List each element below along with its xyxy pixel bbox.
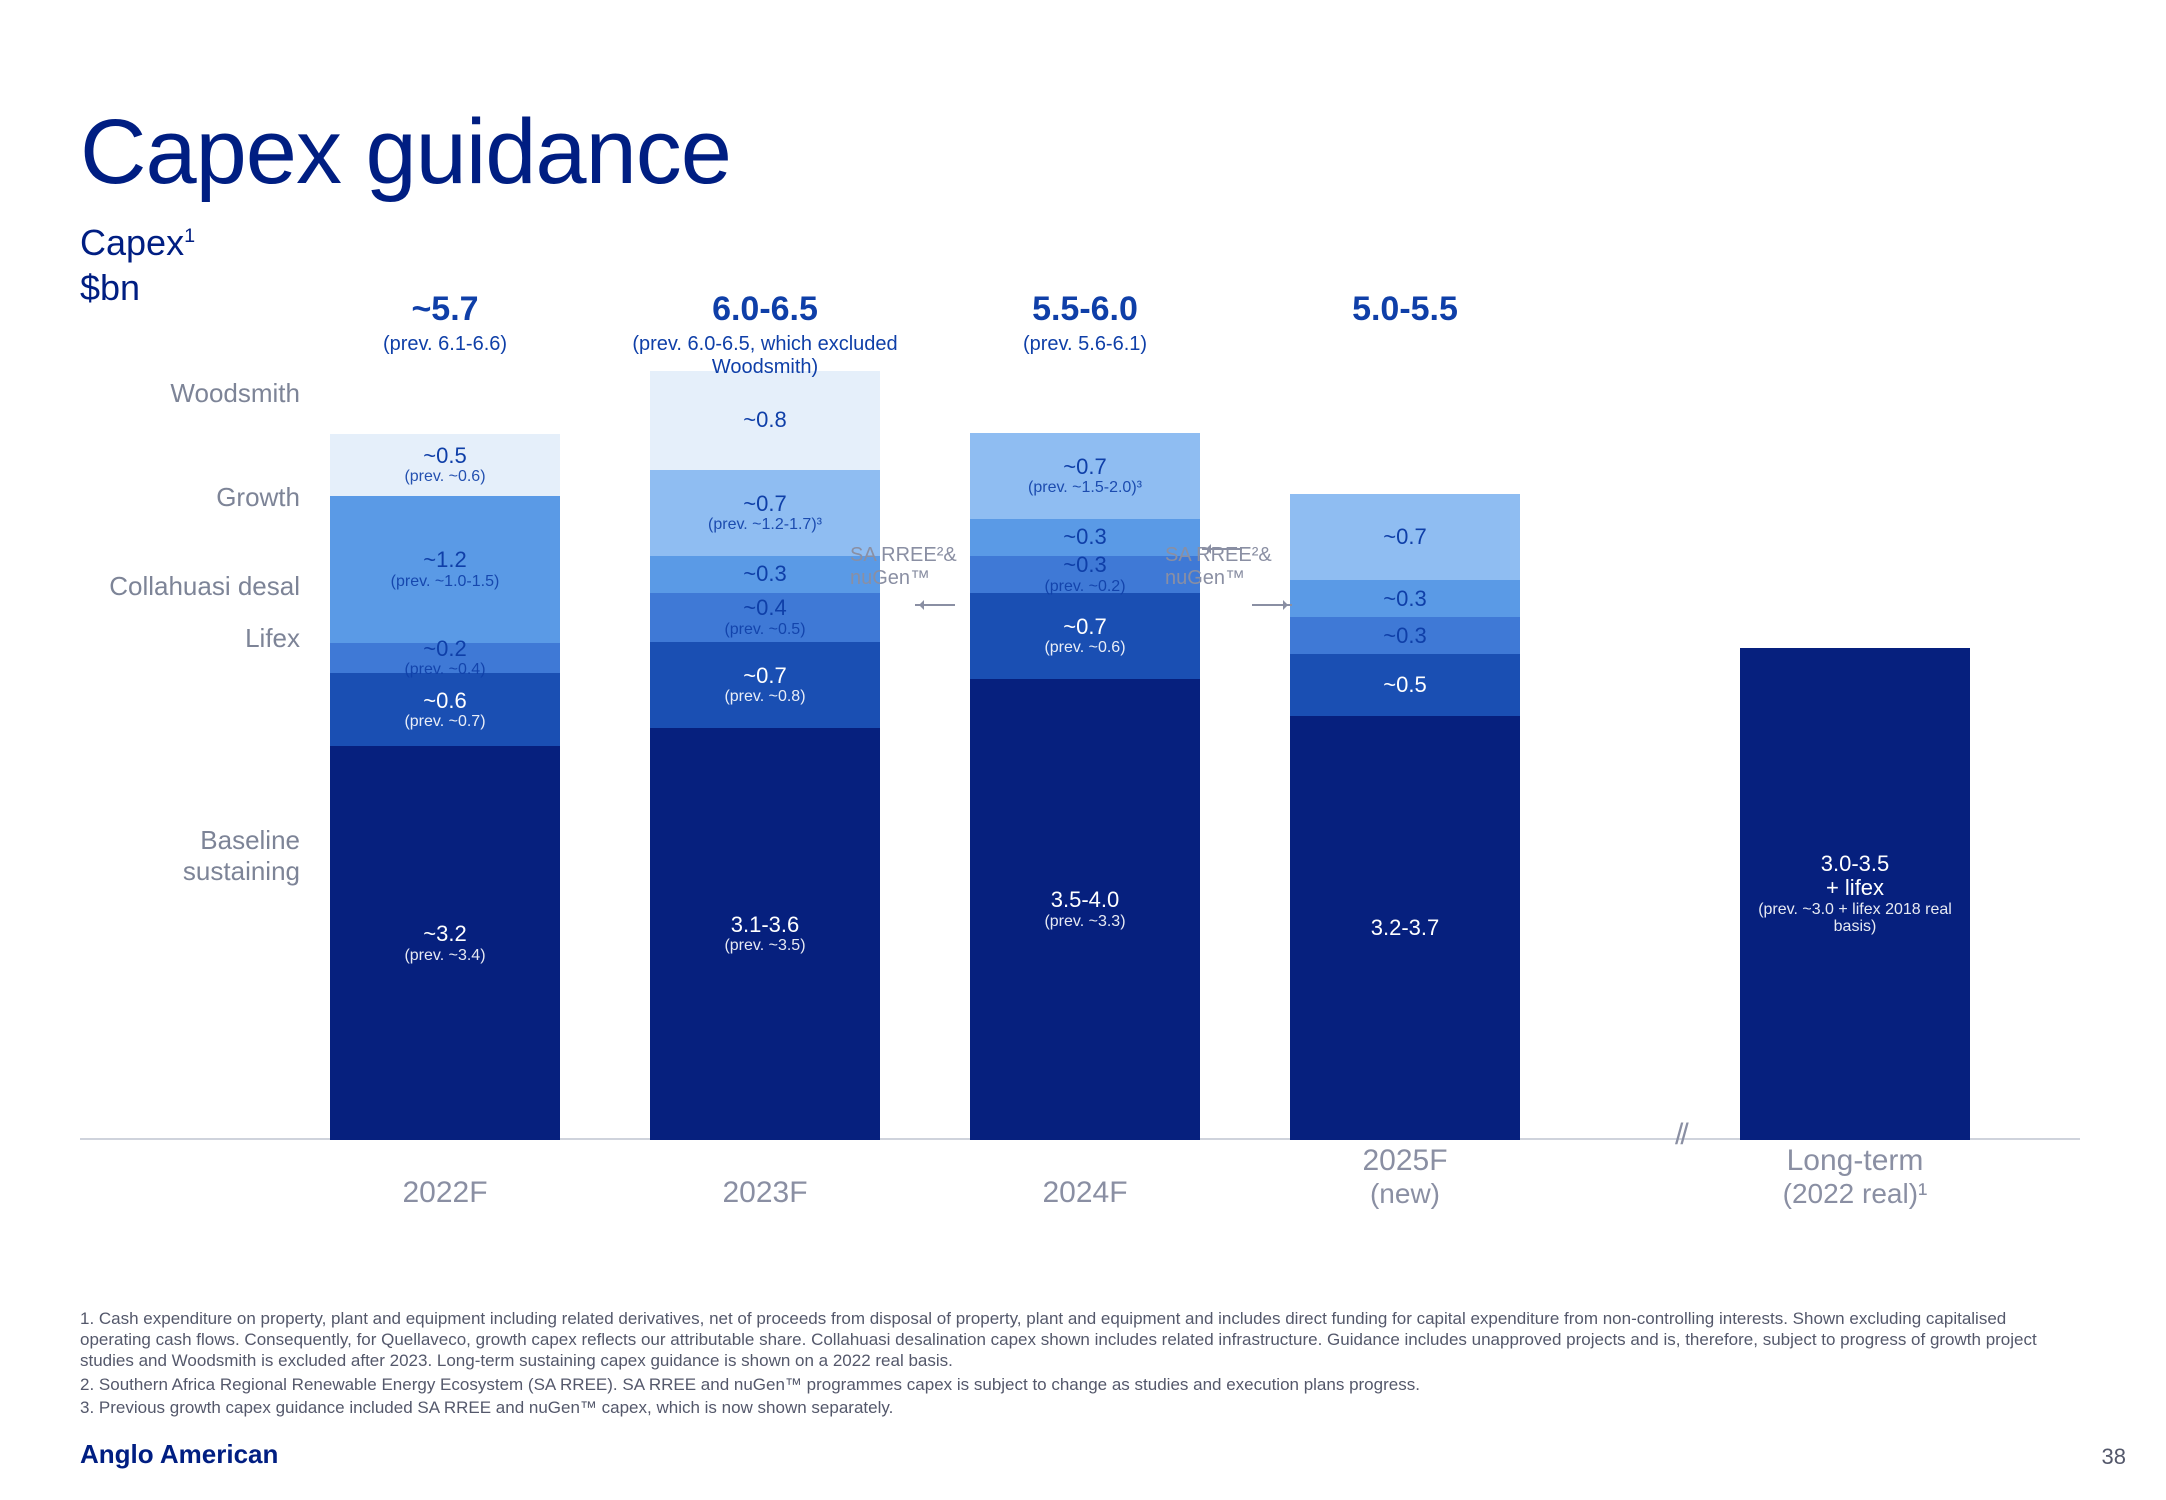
seg-prev: (prev. ~0.6) [1044,639,1125,657]
subtitle-sup: 1 [184,225,195,247]
seg-2025F-2: ~0.3 [1290,617,1520,654]
seg-2025F-1: ~0.5 [1290,654,1520,716]
footnote-2: 2. Southern Africa Regional Renewable En… [80,1374,2080,1395]
seg-prev: (prev. ~0.8) [724,688,805,706]
bar-2023F: 3.1-3.6(prev. ~3.5)~0.7(prev. ~0.8)~0.4(… [650,371,880,1140]
seg-prev: (prev. ~0.6) [404,468,485,486]
page-title: Capex guidance [80,100,731,205]
xlabel-2024F: 2024F [970,1176,1200,1210]
seg-2025F-0: 3.2-3.7 [1290,716,1520,1140]
seg-LT-0: 3.0-3.5 + lifex(prev. ~3.0 + lifex 2018 … [1740,648,1970,1140]
seg-value: ~0.3 [1063,553,1106,577]
seg-prev: (prev. ~1.2-1.7)³ [708,516,822,534]
axis-break-icon: // [1675,1118,1686,1152]
seg-prev: (prev. ~3.4) [404,947,485,965]
xlabel-2025F: 2025F(new) [1290,1144,1520,1210]
annot-sarree-23-24: SA RREE²&nuGen™ [850,544,957,590]
footnote-3: 3. Previous growth capex guidance includ… [80,1397,2080,1418]
seg-prev: (prev. ~1.5-2.0)³ [1028,479,1142,497]
row-label-growth: Growth [80,482,300,513]
seg-value: ~1.2 [423,548,466,572]
col-total-2024F: 5.5-6.0(prev. 5.6-6.1) [925,290,1245,356]
xlabel-2022F: 2022F [330,1176,560,1210]
seg-2022F-4: ~0.5(prev. ~0.6) [330,434,560,496]
seg-value: ~0.3 [743,562,786,586]
seg-value: ~0.2 [423,637,466,661]
seg-value: ~0.7 [1383,525,1426,549]
seg-2023F-0: 3.1-3.6(prev. ~3.5) [650,728,880,1140]
seg-2023F-4: ~0.7(prev. ~1.2-1.7)³ [650,470,880,556]
row-label-lifex: Lifex [80,623,300,654]
seg-2023F-5: ~0.8 [650,371,880,469]
seg-value: ~0.7 [1063,455,1106,479]
seg-2024F-1: ~0.7(prev. ~0.6) [970,593,1200,679]
seg-value: ~0.3 [1063,525,1106,549]
seg-value: ~0.5 [423,444,466,468]
seg-value: 3.2-3.7 [1371,916,1440,940]
seg-value: ~0.5 [1383,673,1426,697]
seg-value: ~0.3 [1383,587,1426,611]
seg-value: ~0.6 [423,689,466,713]
row-label-baseline: Baseline sustaining [80,825,300,887]
seg-prev: (prev. ~3.3) [1044,913,1125,931]
row-labels: Woodsmith Growth Collahuasi desal Lifex Base… [80,290,300,1140]
bar-2022F: ~3.2(prev. ~3.4)~0.6(prev. ~0.7)~0.2(pre… [330,434,560,1140]
xlabel-LT: Long-term(2022 real)¹ [1740,1144,1970,1210]
seg-2022F-0: ~3.2(prev. ~3.4) [330,746,560,1140]
capex-chart: Woodsmith Growth Collahuasi desal Lifex Base… [80,290,2080,1210]
seg-value: ~0.7 [743,664,786,688]
col-total-2025F: 5.0-5.5 [1245,290,1565,329]
row-label-woodsmith: Woodsmith [80,378,300,409]
seg-prev: (prev. ~0.2) [1044,578,1125,596]
seg-2022F-2: ~0.2(prev. ~0.4) [330,643,560,673]
footnote-1: 1. Cash expenditure on property, plant a… [80,1308,2080,1372]
arrow-icon [1252,604,1292,606]
seg-2023F-3: ~0.3 [650,556,880,593]
seg-prev: (prev. ~0.7) [404,713,485,731]
subtitle-l1: Capex [80,222,184,263]
seg-prev: (prev. ~3.0 + lifex 2018 real basis) [1744,901,1966,936]
seg-value: ~0.3 [1383,624,1426,648]
seg-prev: (prev. ~1.0-1.5) [391,573,500,591]
seg-prev: (prev. ~0.4) [404,661,485,679]
seg-value: ~0.4 [743,596,786,620]
bar-2024F: 3.5-4.0(prev. ~3.3)~0.7(prev. ~0.6)~0.3(… [970,433,1200,1140]
seg-2022F-3: ~1.2(prev. ~1.0-1.5) [330,496,560,644]
slide: Capex guidance Capex1 $bn WoodsmithGrowt… [0,0,2166,1500]
seg-2023F-2: ~0.4(prev. ~0.5) [650,593,880,642]
bar-LT: 3.0-3.5 + lifex(prev. ~3.0 + lifex 2018 … [1740,648,1970,1140]
seg-value: ~0.7 [743,492,786,516]
seg-2024F-0: 3.5-4.0(prev. ~3.3) [970,679,1200,1140]
seg-prev: (prev. ~0.5) [724,621,805,639]
brand-logo: Anglo American [80,1439,278,1470]
seg-2025F-4: ~0.7 [1290,494,1520,580]
seg-2022F-1: ~0.6(prev. ~0.7) [330,673,560,747]
seg-2024F-4: ~0.7(prev. ~1.5-2.0)³ [970,433,1200,519]
seg-value: ~0.8 [743,408,786,432]
seg-value: 3.5-4.0 [1051,888,1120,912]
annot-sarree-24-25: SA RREE²&nuGen™ [1165,544,1272,590]
seg-value: 3.0-3.5 + lifex [1821,852,1890,900]
arrow-icon [915,604,955,606]
col-total-2022F: ~5.7(prev. 6.1-6.6) [285,290,605,356]
row-label-desal: Collahuasi desal [80,571,300,602]
xlabel-2023F: 2023F [650,1176,880,1210]
seg-value: ~3.2 [423,922,466,946]
seg-value: ~0.7 [1063,615,1106,639]
arrow-icon [1202,548,1242,550]
footnotes: 1. Cash expenditure on property, plant a… [80,1308,2080,1420]
seg-2023F-1: ~0.7(prev. ~0.8) [650,642,880,728]
page-number: 38 [2102,1444,2126,1470]
seg-value: 3.1-3.6 [731,913,800,937]
seg-2025F-3: ~0.3 [1290,580,1520,617]
seg-prev: (prev. ~3.5) [724,937,805,955]
col-total-2023F: 6.0-6.5(prev. 6.0-6.5, which excluded Wo… [605,290,925,379]
bar-2025F: 3.2-3.7 ~0.5 ~0.3 ~0.3 ~0.7 [1290,494,1520,1140]
